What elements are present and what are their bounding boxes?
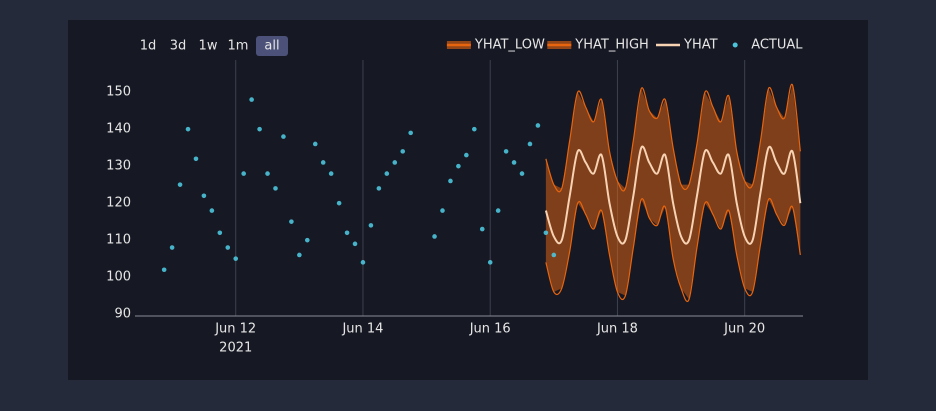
range-button-label[interactable]: 1w — [199, 39, 218, 54]
actual-point — [241, 171, 246, 176]
actual-point — [273, 186, 278, 191]
actual-point — [543, 230, 549, 236]
actual-point — [344, 230, 350, 236]
x-tick-label: Jun 18 — [596, 322, 638, 337]
actual-point — [185, 126, 191, 132]
actual-point — [249, 97, 254, 102]
actual-point — [464, 152, 469, 158]
range-button-label[interactable]: 3d — [170, 39, 187, 54]
range-button-label[interactable]: 1d — [140, 39, 157, 54]
actual-point — [519, 171, 525, 176]
actual-point — [297, 252, 302, 258]
legend-swatch — [732, 42, 738, 48]
actual-point — [169, 245, 175, 250]
series-line — [545, 83, 801, 193]
actual-point — [511, 160, 517, 165]
actual-point — [479, 226, 485, 232]
actual-point — [527, 141, 533, 147]
actual-point — [161, 267, 167, 273]
actual-point — [376, 186, 382, 191]
actual-point — [281, 134, 286, 139]
y-tick-label: 120 — [106, 196, 131, 211]
actual-point — [408, 130, 413, 136]
x-tick-label: Jun 16 — [469, 322, 511, 337]
actual-point — [217, 230, 223, 236]
actual-point — [448, 178, 453, 184]
actual-point — [233, 256, 239, 261]
actual-point — [305, 237, 310, 243]
y-tick-label: 140 — [106, 122, 131, 137]
y-tick-label: 100 — [106, 270, 131, 285]
actual-point — [352, 241, 358, 247]
legend-label: YHAT_HIGH — [574, 38, 649, 53]
actual-point — [472, 126, 477, 132]
range-button[interactable] — [256, 36, 288, 56]
actual-point — [440, 208, 445, 213]
actual-point — [368, 223, 374, 228]
actual-point — [336, 200, 342, 206]
x-year-label: 2021 — [219, 341, 252, 356]
x-tick-label: Jun 20 — [723, 322, 765, 337]
actual-point — [225, 245, 231, 250]
actual-point — [384, 171, 390, 176]
actual-point — [432, 234, 437, 239]
actual-point — [289, 219, 294, 224]
actual-point — [193, 156, 199, 162]
y-tick-label: 130 — [106, 159, 131, 174]
y-tick-label: 90 — [114, 307, 131, 322]
actual-point — [201, 193, 207, 199]
legend-label: YHAT_LOW — [474, 38, 545, 53]
actual-point — [495, 208, 501, 213]
y-tick-label: 110 — [106, 233, 131, 248]
series-layer — [161, 83, 802, 303]
actual-point — [265, 171, 270, 176]
actual-point — [487, 260, 493, 265]
actual-point — [551, 252, 557, 258]
actual-point — [257, 126, 262, 132]
series-line — [544, 145, 802, 245]
actual-point — [400, 149, 406, 154]
legend-label: YHAT — [683, 38, 718, 53]
actual-point — [456, 163, 461, 169]
range-button-label[interactable]: all — [264, 39, 279, 54]
actual-point — [360, 260, 366, 265]
series-line — [545, 197, 801, 303]
legend-label: ACTUAL — [751, 38, 803, 53]
x-tick-label: Jun 14 — [341, 322, 383, 337]
range-button-label[interactable]: 1m — [228, 39, 249, 54]
y-tick-label: 150 — [106, 85, 131, 100]
actual-point — [503, 149, 509, 154]
band-fill — [545, 84, 801, 300]
x-tick-label: Jun 12 — [214, 322, 256, 337]
actual-point — [177, 182, 183, 187]
actual-point — [320, 160, 326, 165]
actual-point — [535, 123, 541, 128]
actual-point — [209, 208, 215, 213]
actual-point — [312, 141, 318, 147]
actual-point — [392, 160, 398, 165]
actual-point — [328, 171, 334, 176]
